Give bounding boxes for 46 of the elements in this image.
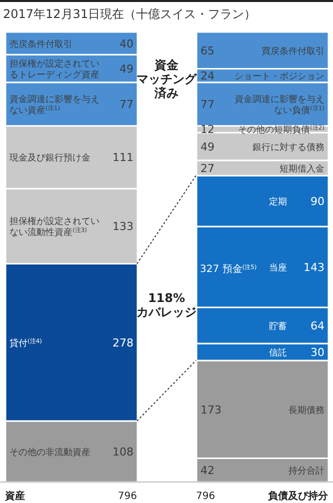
data-label: 143 [304, 260, 324, 274]
series-label: 当座 [269, 262, 288, 274]
total-label: 796 [196, 491, 216, 502]
data-label: 108 [112, 445, 134, 458]
x-tick-label: 資産 [4, 490, 25, 502]
series-label: 長期債務 [288, 404, 324, 416]
chart-title: 2017年12月31日現在（十億スイス・フラン） [0, 0, 333, 26]
data-label: 42 [200, 464, 214, 478]
data-label: 30 [310, 346, 324, 359]
data-label: 65 [200, 44, 214, 58]
series-label: 貸付$^{(注4)}$ [10, 336, 42, 349]
data-label: 49 [120, 62, 134, 76]
data-label: 173 [200, 403, 222, 416]
data-label: 111 [112, 151, 134, 164]
series-label: その他の非流動資産 [10, 446, 90, 458]
data-label: 27 [200, 162, 214, 175]
series-label: 買戻条件付取引 [262, 46, 324, 57]
series-label: 資金調達に影響を与えない負債$^{(注1)}$ [234, 94, 324, 116]
data-label: 90 [310, 195, 324, 208]
data-label: 77 [200, 98, 214, 112]
series-label: 持分合計 [288, 466, 324, 477]
series-label: 売戻条件付取引 [10, 38, 72, 50]
data-label: 64 [310, 319, 324, 332]
data-label: 77 [120, 98, 134, 112]
series-label: 信託 [269, 347, 288, 358]
data-label: 12 [200, 123, 214, 136]
data-label: 49 [200, 140, 214, 154]
data-label: 40 [120, 37, 134, 50]
data-label: 278 [112, 336, 134, 350]
annotation: 118% カバレッジ [136, 291, 196, 320]
series-label: 銀行に対する債務 [252, 142, 324, 153]
series-label: 短期借入金 [280, 163, 324, 174]
data-label: 24 [200, 70, 214, 83]
data-label: 133 [112, 220, 134, 234]
series-label: 担保権が設定されているトレーディング資産 [10, 58, 100, 80]
annotation: 327 預金$^{(注5)}$ [200, 262, 257, 276]
series-label: 貯蓄 [269, 320, 288, 332]
series-label: 担保権が設定されていない流動性資産$^{(注3)}$ [10, 216, 100, 238]
series-label: 資金調達に影響を与えない資産$^{(注1)}$ [10, 94, 100, 116]
series-label: その他の短期負債$^{(注2)}$ [238, 123, 324, 136]
annotation: 資金マッチング済み [136, 58, 198, 100]
series-label: 現金及び銀行預け金 [10, 152, 90, 164]
total-label: 796 [118, 491, 137, 502]
series-label: 定期 [269, 196, 288, 208]
x-tick-label: 負債及び持分 [268, 490, 329, 502]
series-label: ショート・ポジション [234, 72, 324, 82]
